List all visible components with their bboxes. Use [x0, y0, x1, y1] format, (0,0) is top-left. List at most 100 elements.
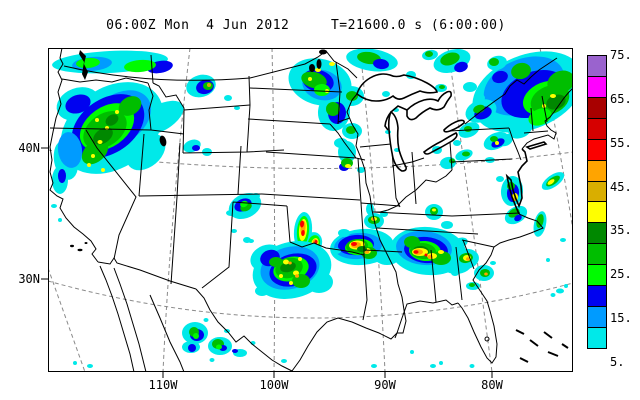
radar-echo — [269, 257, 283, 267]
state-border-ms-al — [430, 249, 437, 303]
radar-echo — [371, 364, 377, 368]
colorbar-swatch — [587, 326, 607, 349]
radar-echo — [357, 246, 367, 252]
radar-echo — [81, 139, 109, 165]
colorbar-swatch — [587, 117, 607, 140]
state-border-tn-ms — [376, 227, 479, 235]
colorbar-swatch — [587, 264, 607, 287]
radar-echo — [97, 140, 103, 144]
radar-echo — [281, 359, 287, 363]
texas-panhandle-borders — [201, 201, 291, 289]
radar-echo — [346, 91, 358, 101]
state-border-mt-wy — [183, 104, 251, 111]
radar-echo — [57, 132, 83, 168]
radar-echo — [508, 121, 532, 139]
state-border-ia-north — [337, 117, 351, 123]
state-border-mo-ar — [360, 202, 401, 207]
state-border-nc-sc — [461, 239, 495, 248]
radar-echo — [560, 238, 566, 242]
radar-echo — [454, 61, 468, 73]
x-axis-label-80w: 80W — [481, 378, 503, 392]
mackinac-shore — [390, 105, 408, 113]
lake-okeechobee-outline — [484, 336, 490, 342]
state-border-mn-west — [335, 61, 341, 125]
plot-title: 06:00Z Mon 4 Jun 2012 T=21600.0 s (6:00:… — [106, 18, 506, 33]
colorbar-swatch — [587, 285, 607, 308]
colorbar-label-5: 5. — [610, 355, 625, 369]
colorbar-swatch — [587, 96, 607, 119]
radar-echo — [514, 214, 522, 222]
colorbar-label-35: 35. — [610, 223, 632, 237]
gulf-coastline — [291, 299, 459, 372]
radar-echo — [430, 364, 436, 368]
graticule-90w — [359, 48, 386, 372]
radar-echo — [489, 58, 499, 66]
water-features — [70, 49, 327, 252]
pacific-coastline — [49, 48, 99, 263]
y-axis-label-30n: 30N — [18, 272, 40, 286]
radar-echo — [91, 154, 95, 158]
radar-echo — [126, 133, 166, 171]
radar-echo — [87, 364, 93, 368]
radar-echo — [404, 236, 420, 248]
mississippi-river-border — [346, 99, 407, 339]
radar-echo — [326, 102, 340, 116]
radar-echo — [207, 83, 211, 87]
radar-echo — [413, 250, 419, 254]
radar-echo — [547, 179, 555, 185]
state-border-mi-south — [391, 157, 425, 167]
colorbar-label-25: 25. — [610, 267, 632, 281]
colorbar-swatch — [587, 222, 607, 245]
radar-echo — [314, 84, 330, 96]
canada-border-stlawrence — [464, 57, 558, 125]
radar-echo — [248, 239, 254, 243]
radar-echo — [385, 130, 391, 134]
radar-echo — [546, 94, 566, 110]
radar-echo — [76, 57, 100, 69]
state-border-pa-ny — [448, 127, 510, 132]
radar-echo — [462, 151, 470, 157]
map-frame-border — [48, 48, 573, 372]
radar-echo — [118, 96, 142, 116]
radar-echo — [550, 293, 556, 297]
canada-border-49n — [63, 50, 358, 81]
radar-echo — [382, 91, 390, 97]
state-border-id-mt — [150, 54, 185, 112]
state-border-in-oh — [411, 151, 417, 205]
lake-superior — [356, 73, 438, 102]
radar-echo — [73, 361, 77, 365]
radar-echo — [440, 156, 456, 170]
radar-echo — [299, 220, 305, 228]
colorbar-label-15: 15. — [610, 311, 632, 325]
radar-echo — [410, 350, 414, 354]
colorbar-label-45: 45. — [610, 180, 632, 194]
chesapeake-bay-coast — [505, 148, 528, 215]
radar-echo — [425, 51, 433, 57]
radar-echo — [188, 344, 196, 352]
baja-gulf-coast — [113, 267, 147, 372]
state-border-ca-nv — [85, 129, 137, 260]
radar-echo — [511, 62, 531, 80]
state-border-wy-east — [246, 104, 251, 153]
lake-erie — [422, 132, 458, 155]
rio-grande-border — [195, 288, 293, 372]
radar-echo — [329, 62, 335, 66]
colorbar-swatch — [587, 75, 607, 98]
delaware-river-border — [508, 127, 522, 161]
state-border-ky-tn — [372, 211, 453, 217]
radar-echo — [550, 94, 556, 98]
radar-echo — [451, 270, 459, 276]
radar-echo — [373, 58, 389, 70]
radar-echo — [424, 253, 428, 257]
x-axis-label-110w: 110W — [148, 378, 178, 392]
bahamas-islands — [515, 329, 569, 363]
lake-michigan — [387, 110, 407, 172]
radar-echo — [495, 141, 499, 145]
channel-island-2 — [77, 248, 83, 252]
minnesota-lake-1 — [309, 64, 315, 72]
state-border-va-nc — [451, 212, 521, 217]
radar-echo — [232, 349, 238, 353]
radar-echo — [203, 318, 209, 322]
radar-echo — [93, 127, 113, 145]
state-border-al-ga — [455, 246, 463, 301]
